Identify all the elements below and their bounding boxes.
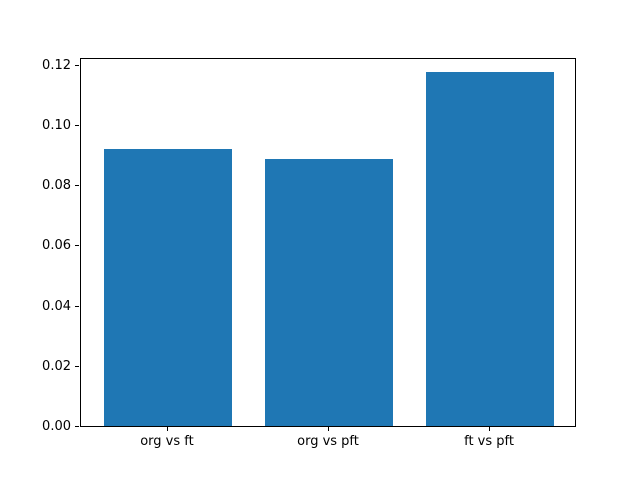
y-tick-label: 0.04	[42, 298, 71, 314]
y-tick-mark	[75, 426, 79, 427]
x-tick-mark	[328, 427, 329, 431]
y-tick-mark	[75, 64, 79, 66]
y-tick-mark	[75, 305, 79, 307]
y-tick-mark	[75, 124, 79, 126]
y-tick-label: 0.00	[42, 419, 71, 434]
y-tick-mark	[75, 185, 79, 187]
x-tick-mark	[489, 427, 491, 431]
y-tick-label: 0.06	[42, 238, 71, 254]
y-tick-mark	[75, 245, 79, 247]
x-tick-mark	[166, 427, 168, 431]
y-tick-mark	[75, 365, 79, 367]
x-tick-label: org vs ft	[140, 434, 194, 449]
x-tick-label: org vs pft	[297, 434, 359, 449]
x-tick-label: ft vs pft	[464, 434, 514, 449]
bar-org-vs-ft	[103, 148, 233, 426]
y-tick-label: 0.10	[42, 117, 71, 133]
plot-area	[80, 58, 576, 427]
y-tick-label: 0.08	[42, 178, 71, 194]
y-tick-label: 0.12	[42, 57, 71, 73]
bar-ft-vs-pft	[425, 72, 555, 426]
y-tick-label: 0.02	[42, 358, 71, 374]
bar-org-vs-pft	[264, 159, 394, 426]
